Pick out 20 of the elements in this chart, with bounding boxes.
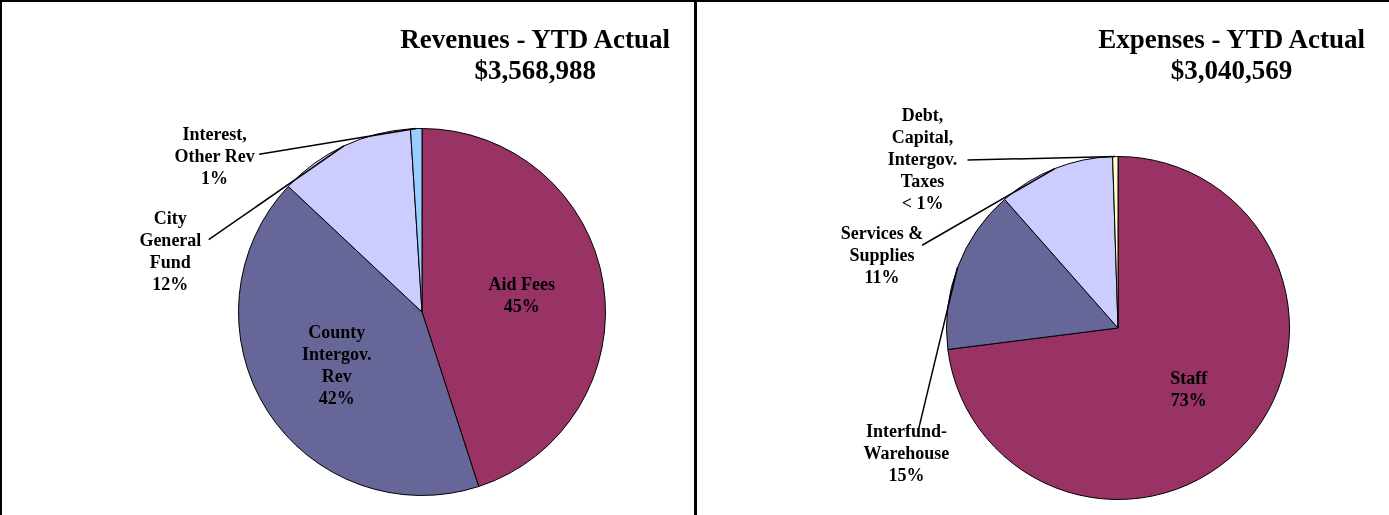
data-label: 12%	[152, 274, 189, 295]
data-label: 1%	[201, 168, 229, 189]
slice-label: County Intergov. Rev	[302, 321, 372, 386]
slice-label: Services & Supplies	[840, 223, 924, 266]
chart-subtitle: $3,568,988	[474, 55, 596, 85]
data-label: 45%	[503, 295, 540, 316]
slice-label: Staff	[1170, 368, 1209, 389]
slice-label: Aid Fees	[488, 273, 555, 294]
slice-label: Interfund-Warehouse	[863, 421, 950, 464]
data-label: 11%	[864, 267, 900, 288]
slice-label: City General Fund	[139, 208, 202, 273]
chart-subtitle: $3,040,569	[1170, 55, 1293, 85]
chart-title: Revenues - YTD Actual	[400, 24, 670, 54]
data-label: 15%	[888, 465, 925, 486]
data-label: < 1%	[901, 193, 944, 214]
slice-label: Debt, Capital, Intergov. Taxes	[887, 105, 958, 192]
slice-label: Interest, Other Rev	[174, 124, 255, 167]
data-label: 73%	[1170, 390, 1207, 411]
chart-title: Expenses - YTD Actual	[1098, 24, 1365, 54]
data-label: 42%	[318, 387, 355, 408]
